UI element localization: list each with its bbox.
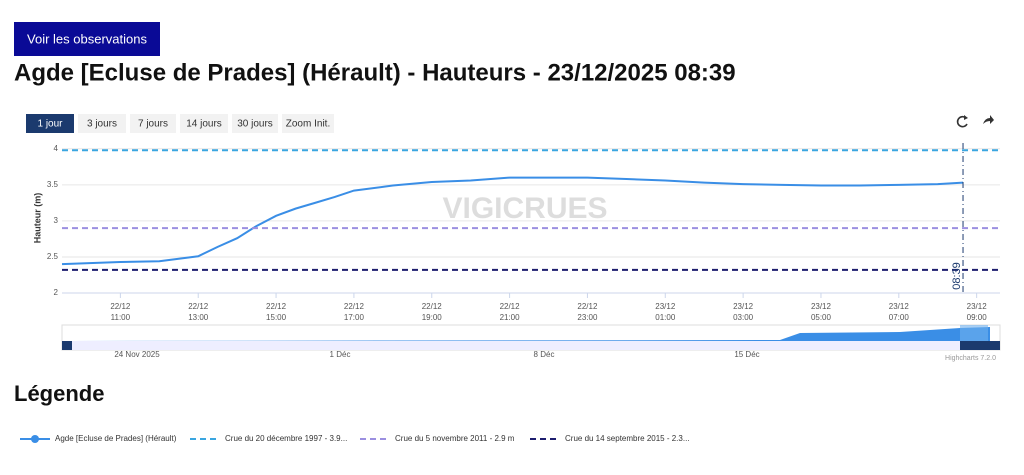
range-button[interactable] <box>180 114 228 133</box>
navigator-label: 24 Nov 2025 <box>114 350 160 359</box>
legend-label[interactable]: Crue du 20 décembre 1997 - 3.9... <box>225 434 347 443</box>
x-tick-label: 22/12 23:00 <box>577 302 598 322</box>
range-button[interactable] <box>78 114 126 133</box>
y-tick-label: 3.5 <box>47 180 59 189</box>
page-title: Agde [Ecluse de Prades] (Hérault) - Haut… <box>14 59 736 86</box>
range-button[interactable] <box>130 114 176 133</box>
x-tick-label: 22/12 13:00 <box>188 302 209 322</box>
water-level-line <box>61 176 964 266</box>
range-button-label[interactable]: 14 jours <box>186 119 222 130</box>
x-tick-label: 23/12 01:00 <box>655 302 676 322</box>
range-button-label[interactable]: 7 jours <box>138 119 168 130</box>
refresh-icon[interactable] <box>956 115 968 128</box>
navigator <box>61 324 1001 351</box>
x-tick-label: 22/12 19:00 <box>422 302 443 322</box>
y-tick-label: 4 <box>54 144 59 153</box>
navigator-label: 8 Déc <box>534 350 555 359</box>
watermark: VIGICRUES <box>442 192 607 225</box>
share-icon[interactable] <box>983 115 994 124</box>
navigator-label: 15 Déc <box>734 350 759 359</box>
credits: Highcharts 7.2.0 <box>945 355 996 362</box>
x-tick-label: 22/12 15:00 <box>266 302 287 322</box>
y-axis-label: Hauteur (m) <box>32 193 42 244</box>
range-button-label[interactable]: 1 jour <box>37 119 63 130</box>
y-tick-label: 2.5 <box>47 252 59 261</box>
x-tick-label: 23/12 07:00 <box>889 302 910 322</box>
y-tick-label: 2 <box>54 288 59 297</box>
legend-label[interactable]: Agde [Ecluse de Prades] (Hérault) <box>55 434 177 443</box>
range-button-label[interactable]: 30 jours <box>237 119 273 130</box>
x-tick-label: 23/12 03:00 <box>733 302 754 322</box>
range-button[interactable] <box>232 114 278 133</box>
range-button-label[interactable]: 3 jours <box>87 119 117 130</box>
now-annotation: 08:39 <box>951 262 963 290</box>
range-button[interactable] <box>282 114 334 133</box>
navigator-label: 1 Déc <box>330 350 351 359</box>
range-button-label[interactable]: Zoom Init. <box>286 119 330 130</box>
y-tick-label: 3 <box>54 216 59 225</box>
x-tick-label: 22/12 17:00 <box>344 302 365 322</box>
observations-button[interactable] <box>14 22 160 56</box>
x-tick-label: 22/12 11:00 <box>110 302 131 322</box>
observations-button-label[interactable]: Voir les observations <box>27 31 147 46</box>
x-tick-label: 22/12 21:00 <box>500 302 521 322</box>
x-tick-label: 23/12 05:00 <box>811 302 832 322</box>
legend-title: Légende <box>14 381 104 406</box>
legend-marker[interactable] <box>31 435 39 443</box>
legend-label[interactable]: Crue du 14 septembre 2015 - 2.3... <box>565 434 690 443</box>
legend-label[interactable]: Crue du 5 novembre 2011 - 2.9 m <box>395 434 515 443</box>
range-button[interactable] <box>26 114 74 133</box>
x-tick-label: 23/12 09:00 <box>967 302 988 322</box>
